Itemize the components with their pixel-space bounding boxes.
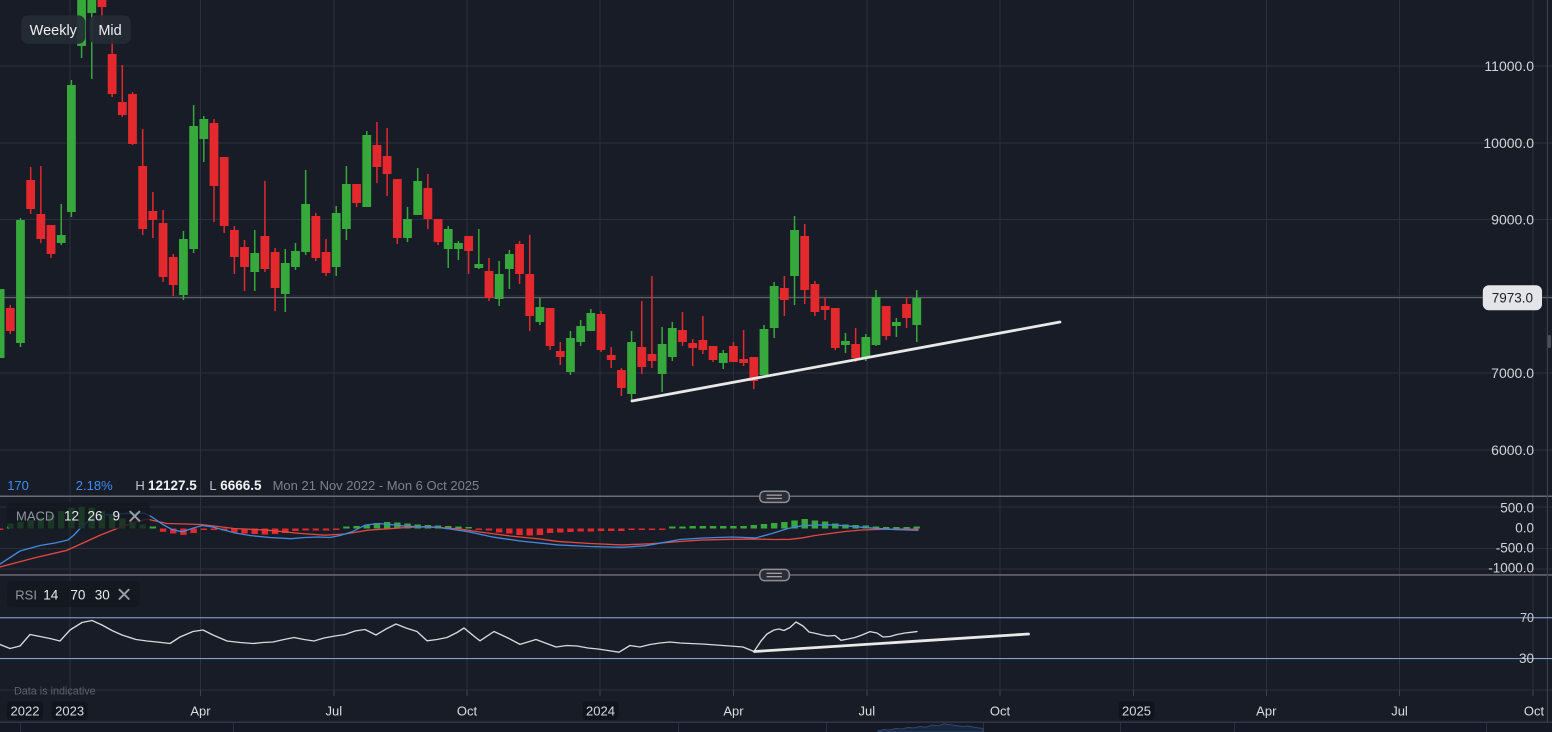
svg-text:Apr: Apr bbox=[190, 704, 211, 719]
svg-text:12: 12 bbox=[64, 509, 79, 524]
svg-text:70: 70 bbox=[70, 588, 85, 603]
svg-text:Apr: Apr bbox=[1256, 704, 1277, 719]
svg-text:Apr: Apr bbox=[723, 704, 744, 719]
svg-text:7000.0: 7000.0 bbox=[1491, 365, 1534, 381]
svg-text:H: H bbox=[135, 478, 144, 493]
svg-text:2023: 2023 bbox=[55, 704, 84, 719]
svg-text:10000.0: 10000.0 bbox=[1483, 135, 1534, 151]
svg-text:9: 9 bbox=[113, 509, 121, 524]
svg-text:Mid: Mid bbox=[98, 23, 121, 39]
svg-text:RSI: RSI bbox=[15, 588, 37, 603]
svg-text:30: 30 bbox=[1519, 651, 1534, 666]
svg-text:2.18%: 2.18% bbox=[76, 478, 113, 493]
svg-text:7973.0: 7973.0 bbox=[1492, 291, 1533, 306]
svg-text:Data is indicative: Data is indicative bbox=[14, 686, 96, 698]
svg-text:-500.0: -500.0 bbox=[1496, 541, 1534, 556]
svg-text:6000.0: 6000.0 bbox=[1491, 442, 1534, 458]
svg-text:Jul: Jul bbox=[858, 704, 875, 719]
svg-text:Jul: Jul bbox=[325, 704, 342, 719]
svg-text:Oct: Oct bbox=[1524, 704, 1545, 719]
svg-text:30: 30 bbox=[95, 588, 110, 603]
svg-text:Jul: Jul bbox=[1391, 704, 1408, 719]
svg-text:Oct: Oct bbox=[990, 704, 1011, 719]
svg-text:Oct: Oct bbox=[457, 704, 478, 719]
svg-text:500.0: 500.0 bbox=[1500, 501, 1534, 516]
svg-text:Mon 21 Nov 2022 - Mon 6 Oct 20: Mon 21 Nov 2022 - Mon 6 Oct 2025 bbox=[273, 478, 480, 493]
svg-text:170: 170 bbox=[7, 478, 29, 493]
svg-text:L: L bbox=[209, 478, 216, 493]
svg-text:2022: 2022 bbox=[11, 704, 40, 719]
svg-text:26: 26 bbox=[88, 509, 103, 524]
svg-text:2024: 2024 bbox=[586, 704, 615, 719]
svg-text:-1000.0: -1000.0 bbox=[1488, 561, 1534, 576]
svg-text:6666.5: 6666.5 bbox=[220, 478, 262, 493]
svg-text:12127.5: 12127.5 bbox=[148, 478, 197, 493]
svg-text:2025: 2025 bbox=[1122, 704, 1151, 719]
svg-text:Weekly: Weekly bbox=[30, 23, 78, 39]
svg-text:0.0: 0.0 bbox=[1515, 521, 1534, 536]
svg-text:14: 14 bbox=[43, 588, 59, 603]
svg-text:9000.0: 9000.0 bbox=[1491, 212, 1534, 228]
svg-text:70: 70 bbox=[1520, 611, 1534, 625]
svg-text:MACD: MACD bbox=[16, 509, 54, 524]
svg-text:11000.0: 11000.0 bbox=[1484, 58, 1534, 74]
